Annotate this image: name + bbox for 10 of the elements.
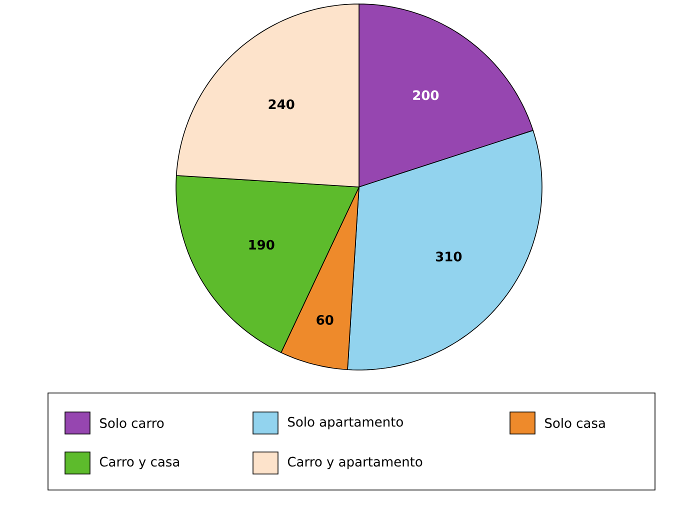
data-label: 240: [268, 99, 294, 110]
data-label: 200: [413, 90, 439, 100]
data-label: 310: [436, 252, 462, 262]
data-label: 190: [249, 240, 274, 250]
legend-label: Solo casa: [545, 418, 605, 428]
legend-label: Solo carro: [100, 418, 164, 428]
data-label: 60: [316, 315, 334, 325]
legend-label: Solo apartamento: [288, 416, 403, 430]
legend-label: Carro y casa: [100, 456, 180, 470]
legend-label: Carro y apartamento: [288, 456, 422, 470]
